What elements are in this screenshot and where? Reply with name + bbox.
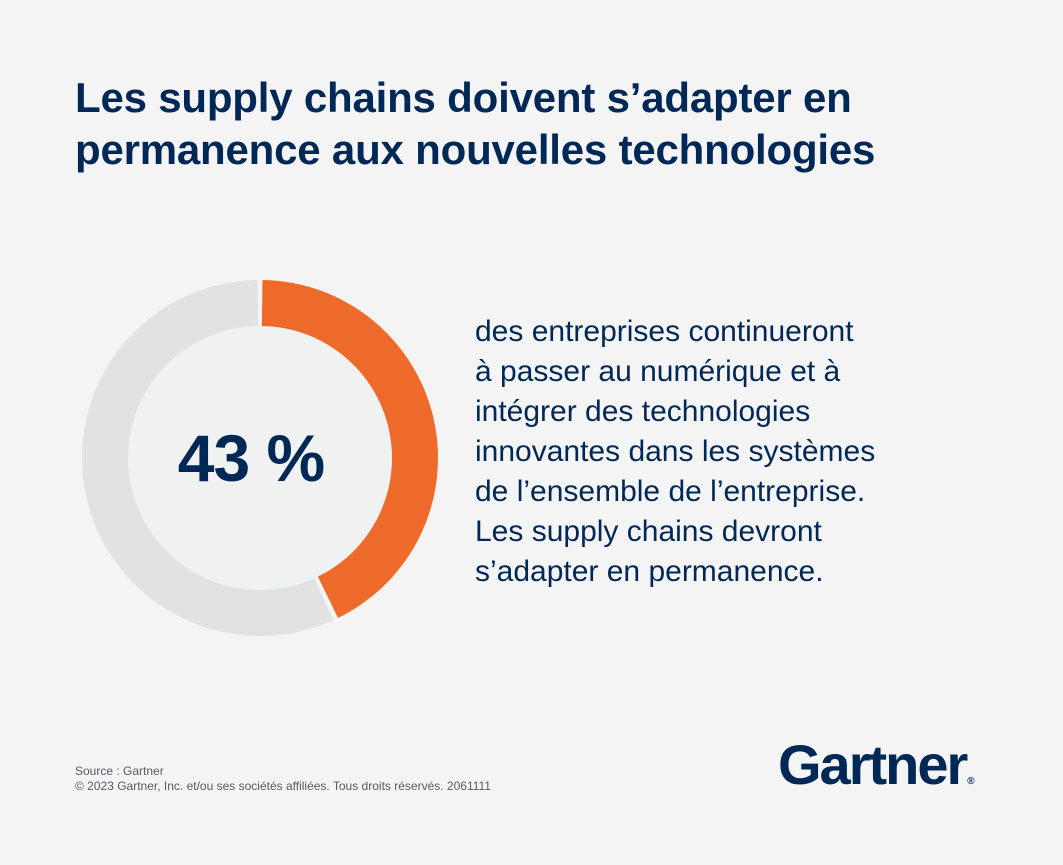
- registered-mark: ®: [967, 776, 975, 787]
- footer: Source : Gartner © 2023 Gartner, Inc. et…: [75, 764, 491, 794]
- donut-inner-disc: [128, 326, 392, 590]
- donut-chart: 43 %: [70, 268, 450, 648]
- donut-slice-remainder: [81, 280, 334, 636]
- copyright-note: © 2023 Gartner, Inc. et/ou ses sociétés …: [75, 779, 491, 793]
- page-title: Les supply chains doivent s’adapter en p…: [75, 74, 876, 173]
- donut-slice-highlighted: [261, 280, 438, 618]
- donut-chart-svg: [81, 280, 438, 636]
- stat-description: des entreprises continueront à passer au…: [475, 315, 876, 588]
- donut-center-value: 43 %: [177, 421, 325, 495]
- gartner-logo: Gartner®: [778, 733, 975, 797]
- logo-text: Gartner: [778, 733, 968, 796]
- source-note: Source : Gartner: [75, 764, 164, 778]
